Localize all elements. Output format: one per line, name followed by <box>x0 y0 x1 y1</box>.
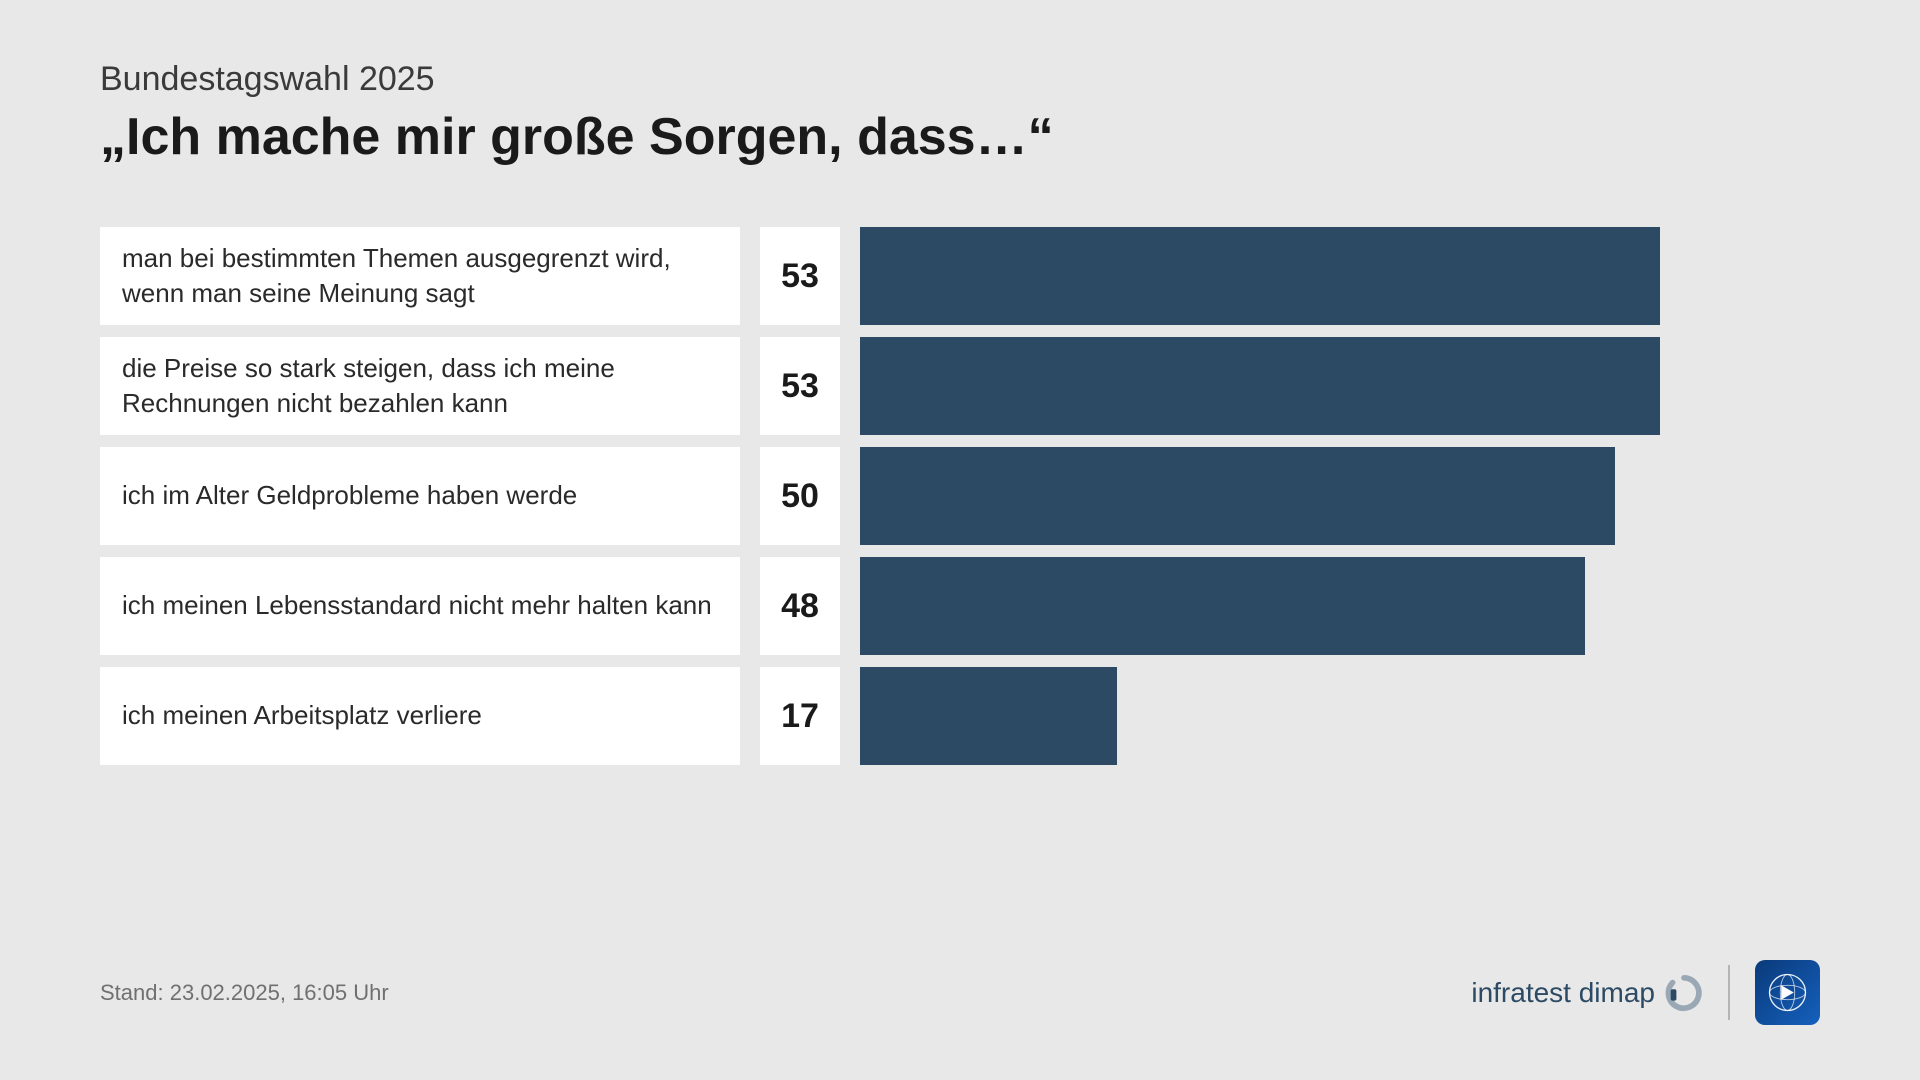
row-value: 53 <box>760 227 840 325</box>
chart-row: ich meinen Arbeitsplatz verliere17 <box>100 667 1820 765</box>
timestamp-value: 23.02.2025, 16:05 Uhr <box>170 980 389 1005</box>
row-label: ich meinen Arbeitsplatz verliere <box>100 667 740 765</box>
bar-fill <box>860 557 1585 655</box>
infratest-text: infratest dimap <box>1471 977 1655 1009</box>
chart-row: die Preise so stark steigen, dass ich me… <box>100 337 1820 435</box>
bar-track <box>860 227 1820 325</box>
chart-row: ich im Alter Geldprobleme haben werde50 <box>100 447 1820 545</box>
chart-row: ich meinen Lebensstandard nicht mehr hal… <box>100 557 1820 655</box>
row-value: 17 <box>760 667 840 765</box>
timestamp-label: Stand: <box>100 980 164 1005</box>
timestamp: Stand: 23.02.2025, 16:05 Uhr <box>100 980 389 1006</box>
bar-fill <box>860 447 1615 545</box>
row-label: die Preise so stark steigen, dass ich me… <box>100 337 740 435</box>
bar-chart: man bei bestimmten Themen ausgegrenzt wi… <box>100 227 1820 765</box>
bar-track <box>860 557 1820 655</box>
row-label: ich im Alter Geldprobleme haben werde <box>100 447 740 545</box>
bar-track <box>860 337 1820 435</box>
infratest-icon <box>1665 974 1703 1012</box>
row-value: 48 <box>760 557 840 655</box>
infratest-logo: infratest dimap <box>1471 974 1703 1012</box>
bar-track <box>860 447 1820 545</box>
row-label: ich meinen Lebensstandard nicht mehr hal… <box>100 557 740 655</box>
chart-row: man bei bestimmten Themen ausgegrenzt wi… <box>100 227 1820 325</box>
row-label: man bei bestimmten Themen ausgegrenzt wi… <box>100 227 740 325</box>
footer: Stand: 23.02.2025, 16:05 Uhr infratest d… <box>100 960 1820 1025</box>
logos: infratest dimap <box>1471 960 1820 1025</box>
logo-divider <box>1728 965 1730 1020</box>
bar-fill <box>860 227 1660 325</box>
ard-logo <box>1755 960 1820 1025</box>
row-value: 53 <box>760 337 840 435</box>
chart-title: „Ich mache mir große Sorgen, dass…“ <box>100 107 1820 167</box>
row-value: 50 <box>760 447 840 545</box>
bar-fill <box>860 337 1660 435</box>
bar-track <box>860 667 1820 765</box>
globe-icon <box>1765 970 1810 1015</box>
bar-fill <box>860 667 1117 765</box>
chart-subtitle: Bundestagswahl 2025 <box>100 60 1820 99</box>
